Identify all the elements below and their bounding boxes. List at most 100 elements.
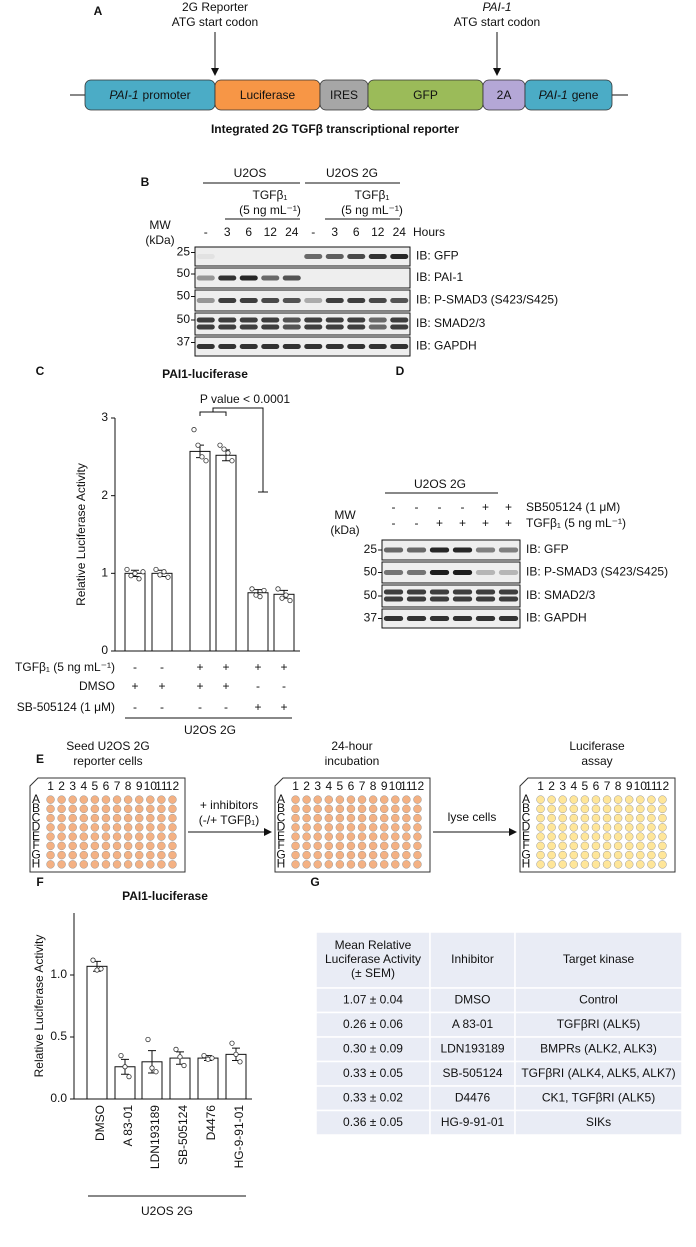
treatment-sign: - <box>256 679 260 693</box>
mw-marker: 25 <box>177 245 191 259</box>
well <box>368 841 378 851</box>
table-cell-text: 0.26 ± 0.06 <box>343 1017 403 1031</box>
well <box>391 804 400 814</box>
well <box>580 832 590 841</box>
plate-col-label: 6 <box>593 779 600 793</box>
condition-sign: + <box>505 500 512 514</box>
significance-bracket <box>199 407 268 493</box>
well <box>658 813 667 823</box>
arrow-head <box>264 828 272 836</box>
segment-label: Luciferase <box>240 88 296 102</box>
well <box>547 795 556 804</box>
well <box>558 832 567 841</box>
well <box>624 795 634 804</box>
treatment-sign: + <box>280 660 287 674</box>
blot-band <box>282 344 301 349</box>
blot-band <box>429 570 450 575</box>
mw-marker: 37 <box>177 335 191 349</box>
x-tick-label: SB-505124 <box>176 1105 190 1165</box>
plate-col-label: 5 <box>92 779 99 793</box>
dose-label: (5 ng mL⁻¹) <box>239 203 301 217</box>
data-point <box>237 1059 243 1065</box>
treatment-sign: + <box>196 679 203 693</box>
well <box>357 795 367 804</box>
well <box>391 850 400 860</box>
well <box>134 832 144 841</box>
well <box>302 860 311 869</box>
well <box>558 795 567 804</box>
well <box>90 795 100 804</box>
dose-label: (5 ng mL⁻¹) <box>341 203 403 217</box>
well <box>658 832 667 841</box>
blot-band <box>406 547 427 553</box>
well <box>536 813 545 823</box>
data-point <box>140 569 146 575</box>
well <box>580 813 590 823</box>
condition-sign: - <box>461 500 465 514</box>
well <box>602 841 612 851</box>
condition-sign: + <box>505 516 512 530</box>
ib-label: IB: GAPDH <box>416 339 477 353</box>
blot-band <box>196 324 215 330</box>
treatment-sign: + <box>254 700 261 714</box>
well <box>168 813 177 823</box>
data-point <box>283 592 289 598</box>
well <box>402 795 411 804</box>
well <box>547 850 556 860</box>
blot-band <box>347 344 366 349</box>
well <box>157 795 166 804</box>
construct-caption: Integrated 2G TGFβ transcriptional repor… <box>211 122 459 136</box>
well <box>569 860 579 869</box>
well <box>90 841 100 851</box>
blot-band <box>452 570 473 575</box>
blot-band <box>304 298 323 303</box>
well <box>68 832 77 841</box>
y-tick-label: 0.0 <box>50 1091 67 1105</box>
well <box>168 841 177 851</box>
well <box>123 860 133 869</box>
well <box>112 860 122 869</box>
well <box>146 823 155 832</box>
plate-col-label: 11 <box>400 779 413 793</box>
blot-band <box>304 317 323 323</box>
lane-label: 24 <box>285 225 299 239</box>
well <box>168 860 177 869</box>
treatment-sign: + <box>280 700 287 714</box>
blot-band <box>475 570 496 575</box>
x-tick-label: DMSO <box>93 1105 107 1141</box>
table-cell <box>429 931 516 989</box>
well <box>536 860 545 869</box>
segment-text: gene <box>572 88 599 102</box>
well <box>291 795 300 804</box>
blot-band <box>429 616 450 621</box>
x-tick-label: HG-9-91-01 <box>232 1105 246 1169</box>
well <box>613 813 623 823</box>
well <box>647 804 656 814</box>
well <box>157 813 166 823</box>
plate-col-label: 10 <box>144 779 158 793</box>
condition-sign: + <box>459 516 466 530</box>
well <box>335 804 345 814</box>
blot-band <box>325 324 344 330</box>
plate-col-label: 9 <box>136 779 143 793</box>
well <box>291 850 300 860</box>
well <box>112 832 122 841</box>
well <box>647 813 656 823</box>
well <box>658 841 667 851</box>
lane-label: - <box>311 225 315 239</box>
well <box>379 832 389 841</box>
well <box>335 850 345 860</box>
blot-band <box>196 254 215 259</box>
y-tick-label: 0.5 <box>50 1029 67 1043</box>
well <box>357 850 367 860</box>
data-point <box>136 576 142 582</box>
well <box>368 795 378 804</box>
plate-row-label: E <box>522 829 530 843</box>
well <box>335 813 345 823</box>
table-header: (± SEM) <box>351 966 395 980</box>
blot-band <box>347 298 366 303</box>
well <box>591 823 601 832</box>
plate-col-label: 2 <box>303 779 310 793</box>
well <box>346 860 356 869</box>
well <box>90 860 100 869</box>
